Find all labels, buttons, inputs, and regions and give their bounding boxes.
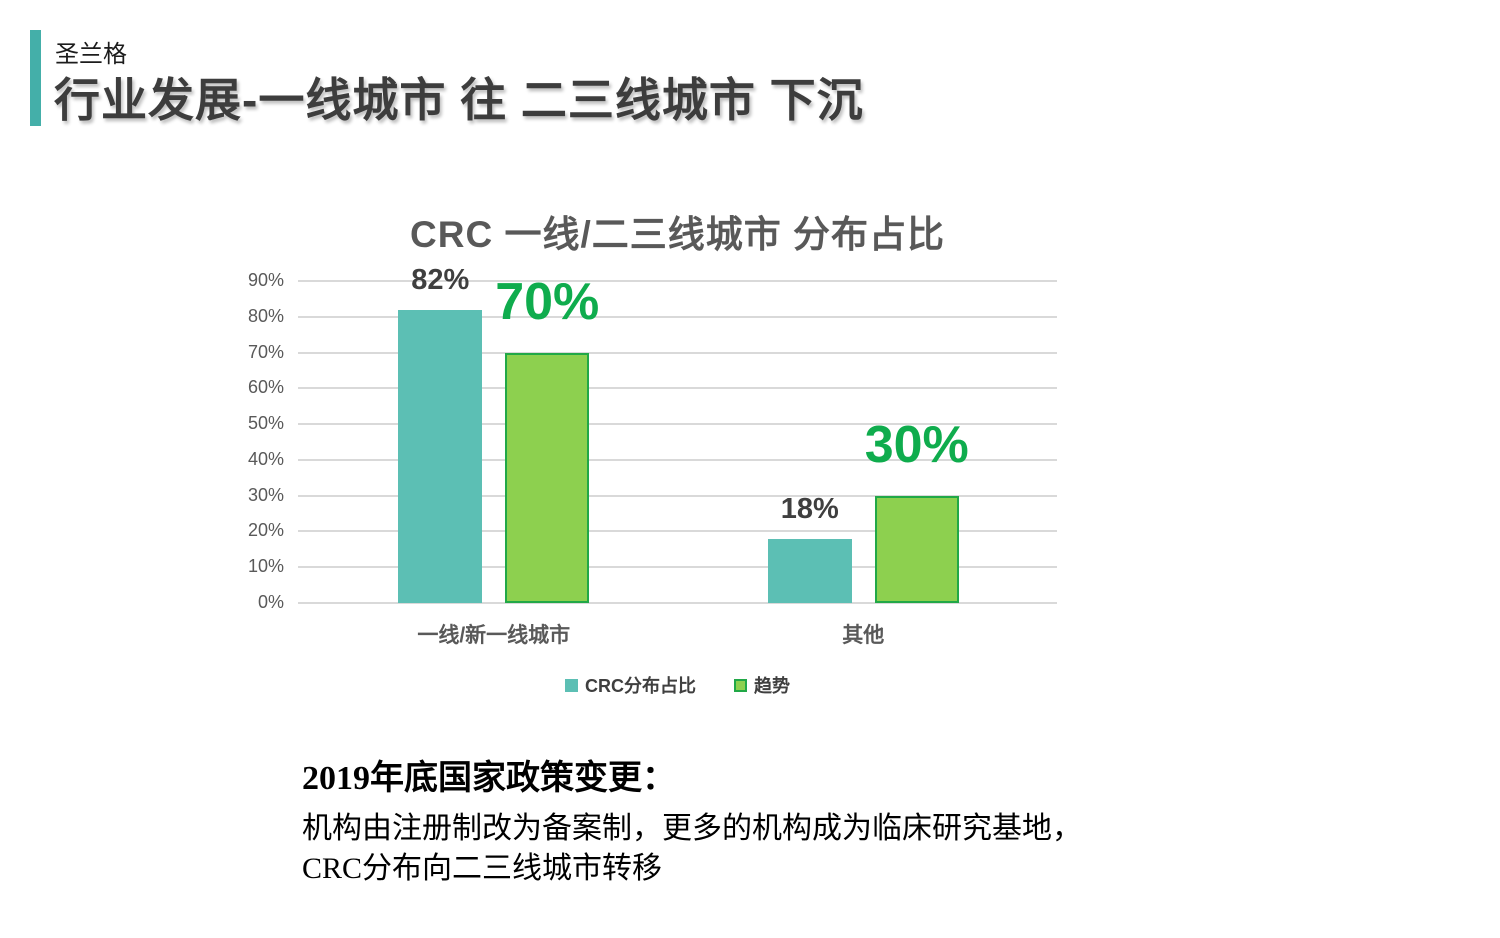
gridline-20	[298, 530, 1057, 533]
y-tick-label-50: 50%	[247, 413, 284, 434]
chart-legend: CRC分布占比 趋势	[298, 672, 1057, 698]
note-heading: 2019年底国家政策变更：	[302, 760, 676, 797]
bar-趋势-一线/新一线城市	[505, 352, 590, 603]
legend-item-趋势: 趋势	[734, 672, 790, 698]
y-tick-label-20: 20%	[247, 520, 284, 541]
gridline-70	[298, 351, 1057, 354]
legend-label: CRC分布占比	[585, 676, 696, 696]
value-label-趋势-其他: 30%	[864, 415, 969, 474]
gridline-60	[298, 387, 1057, 390]
gridline-50	[298, 423, 1057, 426]
gridline-0	[298, 602, 1057, 604]
policy-note: 2019年底国家政策变更： 机构由注册制改为备案制，更多的机构成为临床研究基地，…	[302, 750, 1222, 889]
note-line-2: CRC分布向二三线城市转移	[302, 852, 663, 885]
brand-text: 圣兰格	[55, 41, 127, 68]
bar-CRC分布占比-一线/新一线城市	[398, 309, 483, 603]
bar-趋势-其他	[874, 495, 959, 603]
plot-area: 0% 10% 20% 30% 40% 50% 60% 70% 80% 90% 82% 70% 一线/新一…	[248, 264, 1057, 647]
y-tick-label-30: 30%	[247, 484, 284, 505]
value-label-CRC分布占比-其他: 18%	[780, 492, 839, 525]
header-accent-bar	[30, 30, 41, 126]
y-tick-label-60: 60%	[247, 377, 284, 398]
y-tick-label-0: 0%	[257, 592, 284, 612]
note-line-1: 机构由注册制改为备案制，更多的机构成为临床研究基地，	[302, 812, 1082, 845]
y-tick-label-70: 70%	[247, 341, 284, 362]
page-title: 行业发展-一线城市 往 二三线城市 下沉	[54, 74, 864, 126]
category-label-一线/新一线城市: 一线/新一线城市	[417, 624, 571, 647]
legend-swatch-icon	[734, 678, 747, 692]
legend-label: 趋势	[754, 676, 790, 696]
gridline-10	[298, 566, 1057, 569]
gridline-80	[298, 315, 1057, 318]
y-tick-label-40: 40%	[247, 448, 284, 469]
category-label-其他: 其他	[842, 624, 885, 647]
y-tick-label-80: 80%	[247, 305, 284, 326]
gridline-90	[298, 280, 1057, 282]
chart-title: CRC 一线/二三线城市 分布占比	[410, 214, 945, 255]
legend-swatch-icon	[565, 678, 578, 692]
bar-CRC分布占比-其他	[767, 538, 852, 603]
value-label-趋势-一线/新一线城市: 70%	[495, 272, 600, 331]
y-tick-label-90: 90%	[247, 270, 284, 290]
value-label-CRC分布占比-一线/新一线城市: 82%	[411, 263, 470, 296]
y-tick-label-10: 10%	[247, 556, 284, 577]
legend-item-CRC分布占比: CRC分布占比	[565, 672, 696, 698]
gridline-40	[298, 458, 1057, 461]
gridline-30	[298, 494, 1057, 497]
